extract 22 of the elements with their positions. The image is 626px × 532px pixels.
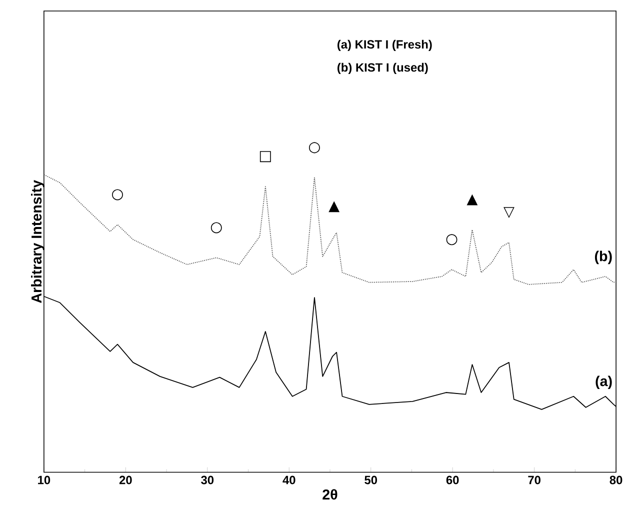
x-tick-label: 20 xyxy=(119,476,132,484)
x-tick-label: 50 xyxy=(364,476,378,484)
annotation: ▲ xyxy=(466,194,478,206)
annotation: ○ xyxy=(112,189,123,200)
text: (a) KIST I (Fresh) xyxy=(338,40,432,51)
y-axis-title: Arbitrary Intensity xyxy=(31,180,44,303)
annotation: ▲ xyxy=(328,201,340,212)
series-label: (b) xyxy=(594,250,612,264)
x-tick-label: 30 xyxy=(201,476,214,484)
text: (b) KIST I (used) xyxy=(338,62,428,74)
x-tick-label: 70 xyxy=(528,476,540,484)
x-tick-label: 80 xyxy=(610,476,622,484)
annotation: □ xyxy=(260,151,271,162)
annotation: ▽ xyxy=(504,207,514,218)
annotation: ○ xyxy=(308,142,320,154)
x-tick-label: 10 xyxy=(38,476,50,484)
x-tick-label: 60 xyxy=(446,476,459,484)
annotation: ○ xyxy=(446,234,458,246)
x-tick-label: 40 xyxy=(282,476,296,484)
x-axis-title: 2θ xyxy=(322,489,338,500)
series-label: (a) xyxy=(596,376,612,389)
annotation: ○ xyxy=(210,222,222,234)
